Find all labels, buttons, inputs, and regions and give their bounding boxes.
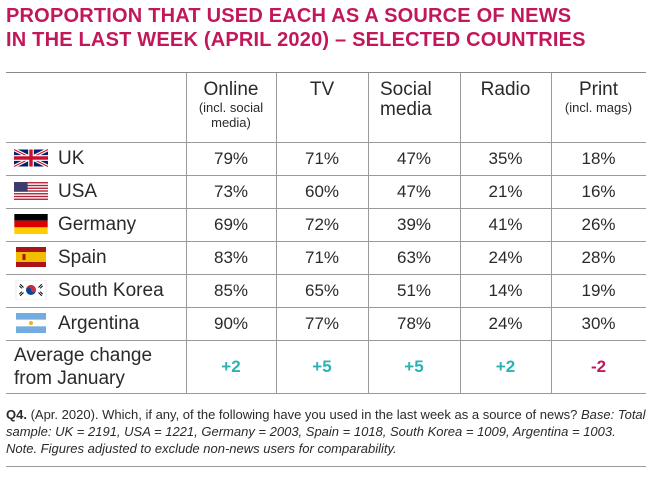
table-cell: 24% — [488, 248, 523, 267]
table-cell: 41% — [488, 215, 523, 234]
column-header-radio: Radio — [460, 80, 551, 100]
country-name: USA — [58, 181, 98, 202]
table-cell: 90% — [213, 314, 249, 333]
survey-footnote: Q4. (Apr. 2020). Which, if any, of the f… — [6, 406, 646, 457]
table-cell: 30% — [581, 314, 616, 333]
table-cell: 26% — [581, 215, 616, 234]
table-cell: 24% — [488, 314, 523, 333]
table-cell: 69% — [213, 215, 249, 234]
question-text: (Apr. 2020). Which, if any, of the follo… — [26, 407, 581, 422]
average-change-label-line-1: Average change — [14, 345, 153, 366]
table-cell: 47% — [396, 149, 432, 168]
south-korea-flag-icon — [14, 280, 48, 300]
row-divider — [6, 393, 646, 394]
row-divider — [6, 208, 646, 209]
country-name: Germany — [58, 214, 137, 235]
uk-flag-icon — [14, 148, 48, 168]
table-cell: 83% — [213, 248, 249, 267]
column-divider — [186, 73, 187, 393]
average-change-label: Average change from January — [14, 344, 152, 390]
table-cell: 18% — [581, 149, 616, 168]
country-name: Spain — [58, 247, 107, 268]
row-divider — [6, 241, 646, 242]
country-name: UK — [58, 148, 85, 169]
column-header-print: Print (incl. mags) — [551, 79, 646, 116]
column-header-online: Online (incl. social media) — [186, 79, 276, 131]
column-header-label: Print — [578, 79, 619, 100]
table-cell: 51% — [396, 281, 432, 300]
table-cell: 14% — [488, 281, 523, 300]
spain-flag-icon — [14, 247, 48, 267]
table-cell: 28% — [581, 248, 616, 267]
average-change-value: +2 — [221, 357, 241, 376]
row-divider — [6, 142, 646, 143]
column-header-label: Social media — [380, 79, 432, 120]
country-name: Argentina — [58, 313, 140, 334]
title-line-1: PROPORTION THAT USED EACH AS A SOURCE OF… — [6, 5, 572, 27]
row-divider — [6, 274, 646, 275]
bottom-rule — [6, 466, 646, 467]
column-header-sublabel: (incl. social media) — [198, 100, 264, 130]
row-label-argentina: Argentina — [14, 307, 139, 340]
usa-flag-icon — [14, 181, 48, 201]
row-divider — [6, 307, 646, 308]
germany-flag-icon — [14, 214, 48, 234]
table-cell: 60% — [304, 182, 340, 201]
row-label-germany: Germany — [14, 208, 136, 241]
row-label-uk: UK — [14, 142, 84, 175]
question-id: Q4. — [6, 407, 27, 422]
average-change-value: -2 — [590, 357, 607, 376]
table-cell: 16% — [581, 182, 616, 201]
column-divider — [551, 73, 552, 393]
average-change-value: +5 — [404, 357, 424, 376]
table-cell: 85% — [213, 281, 249, 300]
row-label-usa: USA — [14, 175, 97, 208]
top-rule — [6, 72, 646, 73]
table-cell: 79% — [213, 149, 249, 168]
column-divider — [368, 73, 369, 393]
chart-title: PROPORTION THAT USED EACH AS A SOURCE OF… — [6, 4, 646, 52]
title-line-2: IN THE LAST WEEK (APRIL 2020) – SELECTED… — [6, 29, 586, 51]
table-cell: 19% — [581, 281, 616, 300]
table-cell: 73% — [213, 182, 249, 201]
column-divider — [460, 73, 461, 393]
average-change-value: +2 — [495, 357, 516, 376]
table-cell: 39% — [396, 215, 432, 234]
column-header-sublabel: (incl. mags) — [564, 100, 633, 115]
argentina-flag-icon — [14, 313, 48, 333]
column-header-label: Online — [203, 79, 259, 100]
table-cell: 21% — [488, 182, 523, 201]
table-cell: 35% — [488, 149, 523, 168]
table-cell: 47% — [396, 182, 432, 201]
table-cell: 72% — [304, 215, 340, 234]
table-cell: 65% — [304, 281, 340, 300]
row-divider — [6, 175, 646, 176]
table-cell: 71% — [304, 149, 340, 168]
column-header-label: TV — [309, 79, 335, 100]
column-header-label: Radio — [480, 79, 531, 100]
country-name: South Korea — [58, 280, 164, 301]
table-cell: 63% — [396, 248, 432, 267]
table-cell: 78% — [396, 314, 432, 333]
table-cell: 77% — [304, 314, 340, 333]
table-cell: 71% — [304, 248, 340, 267]
row-label-spain: Spain — [14, 241, 107, 274]
column-header-tv: TV — [276, 80, 368, 100]
column-divider — [276, 73, 277, 393]
row-label-south-korea: South Korea — [14, 274, 164, 307]
base-note: Base: Total sample: UK = 2191, USA = 122… — [6, 407, 646, 456]
row-divider — [6, 340, 646, 341]
average-change-label-line-2: from January — [14, 368, 125, 389]
average-change-value: +5 — [312, 357, 332, 376]
column-header-social-media: Social media — [368, 80, 460, 120]
